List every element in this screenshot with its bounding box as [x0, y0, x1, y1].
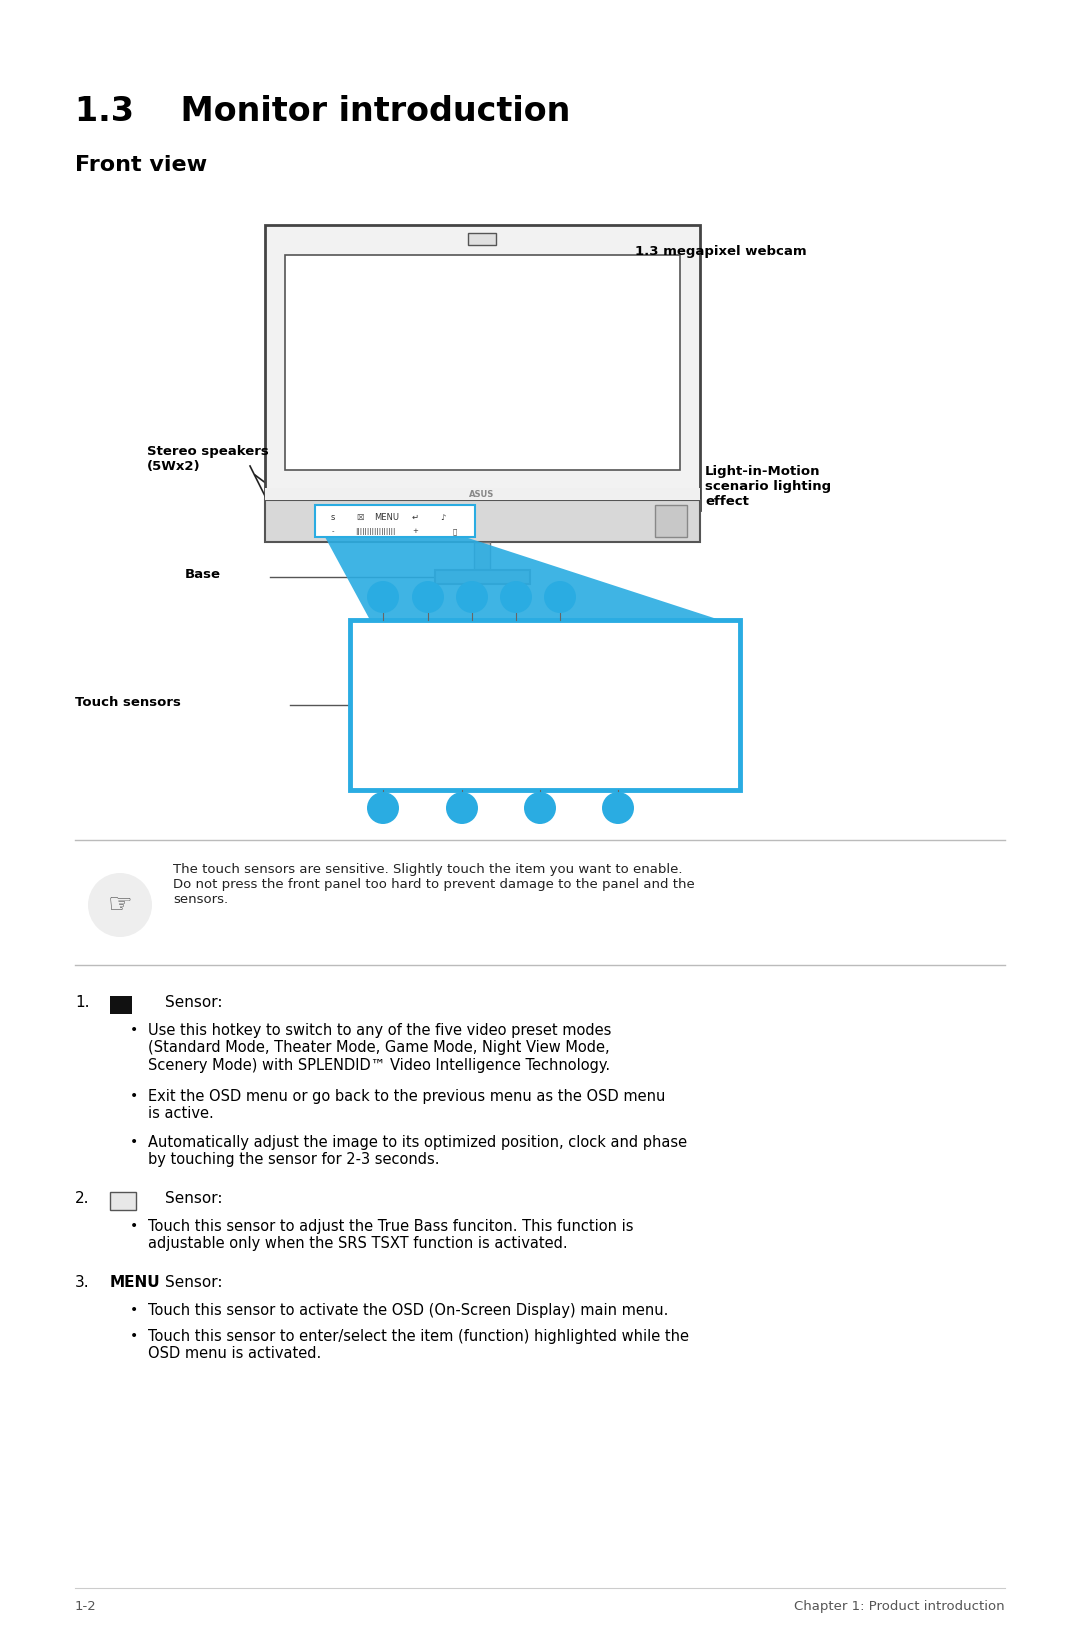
- Text: Touch this sensor to activate the OSD (On-Screen Display) main menu.: Touch this sensor to activate the OSD (O…: [148, 1303, 669, 1318]
- Text: ||||||||||||||||||||||||: ||||||||||||||||||||||||: [423, 721, 501, 731]
- Text: 1.: 1.: [75, 996, 90, 1010]
- Text: |||||||||||||||||: |||||||||||||||||: [355, 529, 395, 535]
- Text: Base: Base: [185, 568, 221, 581]
- Bar: [468, 233, 496, 246]
- Text: Automatically adjust the image to its optimized position, clock and phase
by tou: Automatically adjust the image to its op…: [148, 1136, 687, 1168]
- Text: 2: 2: [423, 591, 433, 604]
- Text: ♪: ♪: [441, 513, 446, 522]
- Text: ☉: ☉: [118, 1193, 129, 1206]
- Text: ↵: ↵: [511, 652, 521, 662]
- Bar: [315, 504, 475, 537]
- Text: Touch sensors: Touch sensors: [75, 696, 180, 709]
- Text: s: s: [330, 513, 335, 522]
- Text: S: S: [117, 996, 125, 1009]
- Text: ♪: ♪: [556, 652, 564, 662]
- Text: 7: 7: [457, 800, 467, 815]
- Bar: [474, 542, 490, 569]
- Text: •: •: [130, 1136, 138, 1149]
- Text: Use this hotkey to switch to any of the five video preset modes
(Standard Mode, : Use this hotkey to switch to any of the …: [148, 1023, 611, 1072]
- Circle shape: [500, 581, 532, 613]
- Text: Sensor:: Sensor:: [165, 1276, 222, 1290]
- Text: 3.: 3.: [75, 1276, 90, 1290]
- Text: s: s: [380, 652, 386, 662]
- Text: Chapter 1: Product introduction: Chapter 1: Product introduction: [795, 1599, 1005, 1612]
- Circle shape: [446, 792, 478, 823]
- Text: Light-in-Motion
scenario lighting
effect: Light-in-Motion scenario lighting effect: [705, 465, 832, 508]
- Circle shape: [524, 792, 556, 823]
- Bar: [350, 620, 740, 791]
- Text: ☒: ☒: [356, 513, 364, 522]
- Text: MENU: MENU: [375, 513, 400, 522]
- Text: 3: 3: [468, 591, 476, 604]
- Bar: [265, 499, 700, 542]
- Bar: [285, 255, 680, 470]
- Text: The touch sensors are sensitive. Slightly touch the item you want to enable.
Do : The touch sensors are sensitive. Slightl…: [173, 862, 694, 906]
- Text: •: •: [130, 1303, 138, 1316]
- Text: Exit the OSD menu or go back to the previous menu as the OSD menu
is active.: Exit the OSD menu or go back to the prev…: [148, 1088, 665, 1121]
- Text: Touch this sensor to enter/select the item (function) highlighted while the
OSD : Touch this sensor to enter/select the it…: [148, 1329, 689, 1362]
- Text: +/▲: +/▲: [530, 721, 550, 731]
- Text: ASUS: ASUS: [470, 490, 495, 499]
- Circle shape: [87, 874, 152, 937]
- Text: Sensor:: Sensor:: [165, 1191, 222, 1206]
- Text: Front view: Front view: [75, 155, 207, 176]
- Text: •: •: [130, 1329, 138, 1342]
- Text: ☒: ☒: [423, 652, 433, 662]
- Text: ⏻: ⏻: [616, 721, 621, 731]
- Text: 1-2: 1-2: [75, 1599, 97, 1612]
- Text: 1.3 megapixel webcam: 1.3 megapixel webcam: [635, 246, 807, 259]
- Text: 2.: 2.: [75, 1191, 90, 1206]
- Circle shape: [456, 581, 488, 613]
- Text: Stereo speakers
(5Wx2): Stereo speakers (5Wx2): [147, 446, 269, 473]
- Text: -/▼: -/▼: [376, 721, 390, 731]
- Circle shape: [602, 792, 634, 823]
- Text: ↵: ↵: [411, 513, 419, 522]
- Circle shape: [544, 581, 576, 613]
- Text: ☞: ☞: [108, 892, 133, 919]
- Text: +: +: [413, 529, 418, 534]
- Text: •: •: [130, 1023, 138, 1036]
- Text: 6: 6: [378, 800, 388, 815]
- Text: 1.3    Monitor introduction: 1.3 Monitor introduction: [75, 94, 570, 129]
- Bar: [654, 504, 687, 537]
- Text: Touch this sensor to adjust the True Bass funciton. This function is
adjustable : Touch this sensor to adjust the True Bas…: [148, 1219, 634, 1251]
- Text: 4: 4: [511, 591, 521, 604]
- Bar: [110, 1193, 136, 1210]
- Text: 1: 1: [378, 591, 388, 604]
- Bar: [265, 225, 700, 509]
- Polygon shape: [325, 537, 720, 620]
- Bar: [265, 488, 700, 499]
- Text: -: -: [332, 529, 334, 534]
- Bar: [435, 569, 530, 584]
- Circle shape: [367, 792, 399, 823]
- Text: 5: 5: [555, 591, 565, 604]
- Text: Sensor:: Sensor:: [165, 996, 222, 1010]
- Text: •: •: [130, 1219, 138, 1233]
- Circle shape: [411, 581, 444, 613]
- Circle shape: [367, 581, 399, 613]
- Text: MENU: MENU: [456, 652, 488, 662]
- Text: •: •: [130, 1088, 138, 1103]
- Text: MENU: MENU: [110, 1276, 161, 1290]
- Text: 8: 8: [535, 800, 545, 815]
- Text: ⏻: ⏻: [453, 529, 457, 535]
- Text: 9: 9: [613, 800, 623, 815]
- Bar: [110, 996, 132, 1014]
